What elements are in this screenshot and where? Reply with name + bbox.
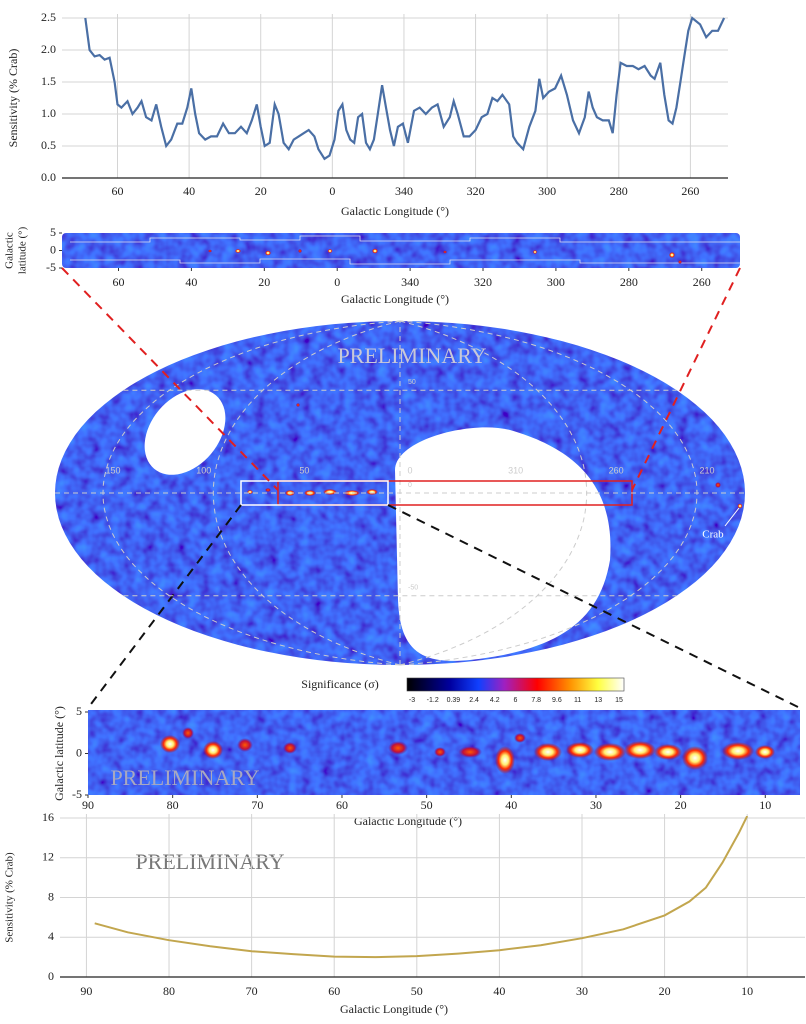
y-tick-label: 1.0 (41, 106, 56, 120)
colorbar-label: Significance (σ) (301, 677, 378, 691)
x-tick-label: 90 (82, 798, 94, 812)
meridian (212, 320, 401, 666)
lon-label: 100 (196, 465, 211, 475)
x-tick-label: 20 (675, 798, 687, 812)
x-tick-label: 10 (741, 984, 753, 998)
y-tick-label: 2.0 (41, 42, 56, 56)
y-tick-label: 1.5 (41, 74, 56, 88)
colorbar-tick-label: 9.6 (552, 697, 562, 704)
colorbar-tick-label: 7.8 (531, 697, 541, 704)
y-axis-label: Galactic latitude (°) (52, 706, 66, 801)
x-tick-label: 280 (610, 184, 628, 198)
y-tick-label: 0 (50, 242, 56, 256)
x-tick-label: 300 (547, 275, 565, 289)
x-tick-label: 260 (681, 184, 699, 198)
line (94, 816, 749, 959)
y-tick-label: 0.5 (41, 138, 56, 152)
colorbar-tick-label: 15 (615, 697, 623, 704)
x-tick-label: 60 (113, 275, 125, 289)
colorbar-tick-label: -1.2 (427, 697, 439, 704)
lon-label: 50 (299, 465, 309, 475)
x-tick-label: 20 (255, 184, 267, 198)
y-tick-label: 5 (76, 704, 82, 718)
x-tick-label: 300 (538, 184, 556, 198)
x-tick-label: 60 (112, 184, 124, 198)
x-tick-label: 90 (80, 984, 92, 998)
annotation: Crab (702, 529, 724, 541)
x-tick-label: 30 (590, 798, 602, 812)
x-tick-label: 40 (505, 798, 517, 812)
x-tick-label: 80 (167, 798, 179, 812)
watermark: PRELIMINARY (337, 343, 486, 368)
colorbar (406, 677, 625, 692)
watermark: PRELIMINARY (135, 849, 284, 874)
x-tick-label: 50 (421, 798, 433, 812)
y-axis-label: Sensitivity (% Crab) (6, 49, 20, 148)
x-tick-label: 40 (493, 984, 505, 998)
x-axis-label: Galactic Longitude (°) (340, 1002, 448, 1016)
x-tick-label: 10 (759, 798, 771, 812)
lat-label: -50 (408, 585, 418, 592)
lat-label: 50 (408, 379, 416, 386)
y-tick-label: 0 (48, 969, 54, 983)
y-tick-label: 0.0 (41, 170, 56, 184)
x-tick-label: 260 (693, 275, 711, 289)
x-tick-label: 320 (467, 184, 485, 198)
x-tick-label: 0 (334, 275, 340, 289)
x-tick-label: 280 (620, 275, 638, 289)
lat-label: 0 (408, 482, 412, 489)
strip-map (62, 233, 740, 268)
y-axis-label: Sensitivity (% Crab) (4, 852, 16, 943)
y-tick-label: 0 (76, 745, 82, 759)
x-axis-label: Galactic Longitude (°) (341, 204, 449, 218)
x-tick-label: 340 (401, 275, 419, 289)
x-tick-label: 30 (576, 984, 588, 998)
watermark: PRELIMINARY (110, 765, 259, 790)
connectors (61, 267, 801, 709)
y-tick-label: 2.5 (41, 10, 56, 24)
x-tick-label: 60 (328, 984, 340, 998)
colorbar-tick-label: 2.4 (469, 697, 479, 704)
x-tick-label: 60 (336, 798, 348, 812)
colorbar-tick-label: -3 (409, 697, 415, 704)
y-tick-label: 12 (42, 850, 54, 864)
y-tick-label: 8 (48, 889, 54, 903)
lon-label: 0 (407, 465, 412, 475)
lon-label: 150 (105, 465, 120, 475)
y-tick-label: 16 (42, 810, 54, 824)
line (84, 16, 726, 161)
zoom-map (88, 710, 800, 795)
lon-label: 310 (508, 465, 523, 475)
y-axis-label: latitude (°) (17, 226, 29, 274)
x-tick-label: 40 (183, 184, 195, 198)
x-tick-label: 20 (258, 275, 270, 289)
x-tick-label: 70 (246, 984, 258, 998)
x-tick-label: 50 (411, 984, 423, 998)
y-tick-label: -5 (46, 260, 56, 274)
y-tick-label: 5 (50, 225, 56, 239)
colorbar-tick-label: 6 (514, 697, 518, 704)
colorbar-tick-label: 13 (594, 697, 602, 704)
lon-label: 260 (609, 465, 624, 475)
x-tick-label: 0 (329, 184, 335, 198)
y-axis-label: Galactic (4, 232, 16, 269)
colorbar-tick-label: 11 (574, 697, 581, 704)
x-tick-label: 20 (659, 984, 671, 998)
y-tick-label: 4 (48, 929, 54, 943)
y-tick-label: -5 (72, 787, 82, 801)
colorbar-tick-label: 4.2 (490, 697, 500, 704)
x-tick-label: 40 (185, 275, 197, 289)
x-axis-label: Galactic Longitude (°) (354, 814, 462, 828)
x-tick-label: 320 (474, 275, 492, 289)
x-tick-label: 70 (251, 798, 263, 812)
x-tick-label: 340 (395, 184, 413, 198)
x-tick-label: 80 (163, 984, 175, 998)
colorbar-tick-label: 0.39 (447, 697, 461, 704)
x-axis-label: Galactic Longitude (°) (341, 292, 449, 306)
lon-label: 210 (700, 465, 715, 475)
